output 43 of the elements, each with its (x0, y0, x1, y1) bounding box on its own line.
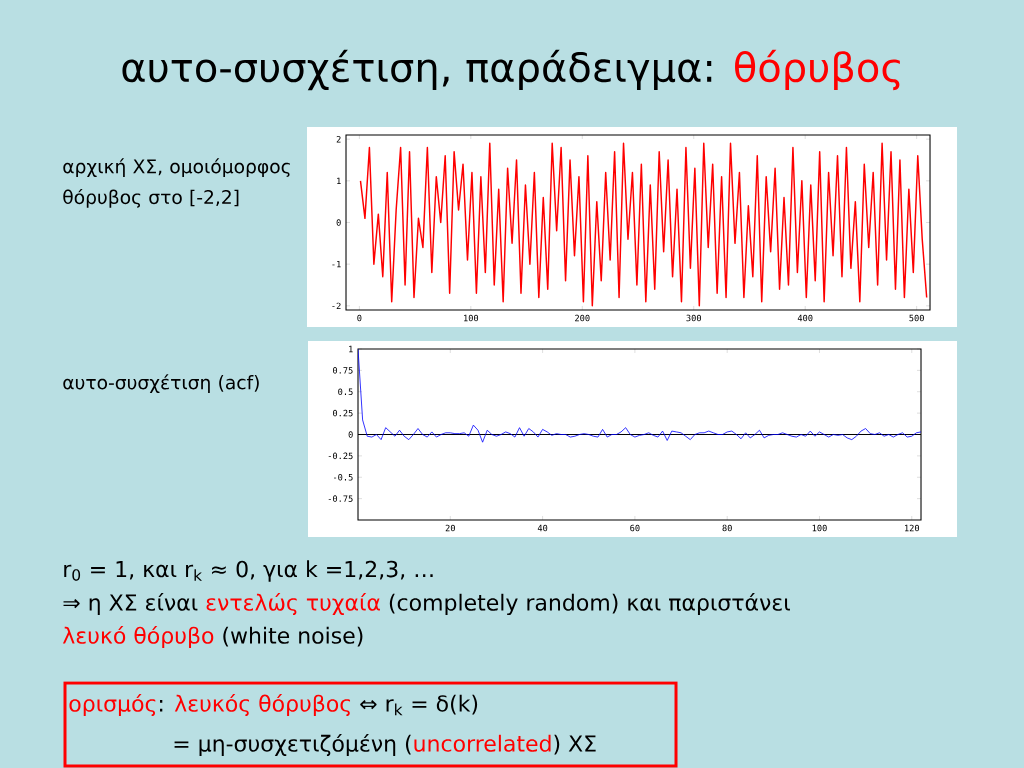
y-tick-label: -2 (332, 302, 341, 310)
y-tick-label: 1 (349, 345, 353, 353)
text: αρχική ΧΣ, ομοιόμορφος θόρυβος στο [-2,2] (63, 158, 290, 208)
x-tick-label: 300 (686, 314, 701, 322)
text: αυτο-συσχέτιση, παράδειγμα: (122, 49, 712, 91)
x-tick-label: 100 (464, 314, 479, 322)
y-tick-label: 0 (336, 219, 341, 226)
text: r$_{0}$ = 1, και r$_{k}$ ≈ 0, για k =1,2,3, … (64, 560, 433, 582)
y-tick-label: 0 (348, 431, 353, 438)
x-tick-label: 120 (905, 524, 920, 532)
y-tick-label: 0.5 (338, 388, 353, 396)
y-tick-label: -1 (332, 261, 341, 268)
y-tick-label: 0.75 (332, 367, 353, 374)
text: θόρυβος (735, 49, 900, 91)
x-tick-label: 400 (797, 314, 813, 322)
x-tick-label: 500 (909, 314, 924, 322)
x-tick-label: 0 (357, 314, 362, 322)
text: (white noise) (223, 626, 363, 647)
text: ) ΧΣ (554, 734, 596, 755)
text: λευκό θόρυβο (62, 625, 214, 649)
text: αυτο-συσχέτιση (acf) (63, 374, 259, 394)
line-series (359, 142, 928, 307)
x-tick-label: 80 (722, 524, 732, 532)
y-tick-label: 2 (336, 135, 341, 143)
y-tick-label: -0.75 (328, 495, 353, 502)
text: (completely random) και παριστάνει (389, 592, 790, 616)
y-tick-label: -0.5 (333, 473, 353, 481)
text: λευκός θόρυβος (174, 693, 351, 717)
y-tick-label: 0.25 (332, 409, 353, 417)
text: uncorrelated (414, 734, 551, 752)
text: ⇔ r$_{k}$ = δ(k) (360, 694, 478, 716)
y-tick-label: -0.25 (328, 452, 353, 460)
text: ⇒ η ΧΣ είναι (63, 592, 198, 616)
x-tick-label: 40 (537, 524, 548, 532)
text: : (160, 700, 163, 712)
y-tick-label: 1 (337, 177, 341, 184)
text: ορισμός (69, 693, 156, 717)
x-tick-label: 200 (575, 314, 590, 322)
x-tick-label: 60 (630, 524, 640, 532)
x-tick-label: 100 (812, 524, 827, 532)
x-tick-label: 20 (445, 524, 455, 532)
text: = μη-συσχετιζόμένη ( (174, 733, 411, 757)
text: εντελώς τυχαία (206, 592, 380, 616)
